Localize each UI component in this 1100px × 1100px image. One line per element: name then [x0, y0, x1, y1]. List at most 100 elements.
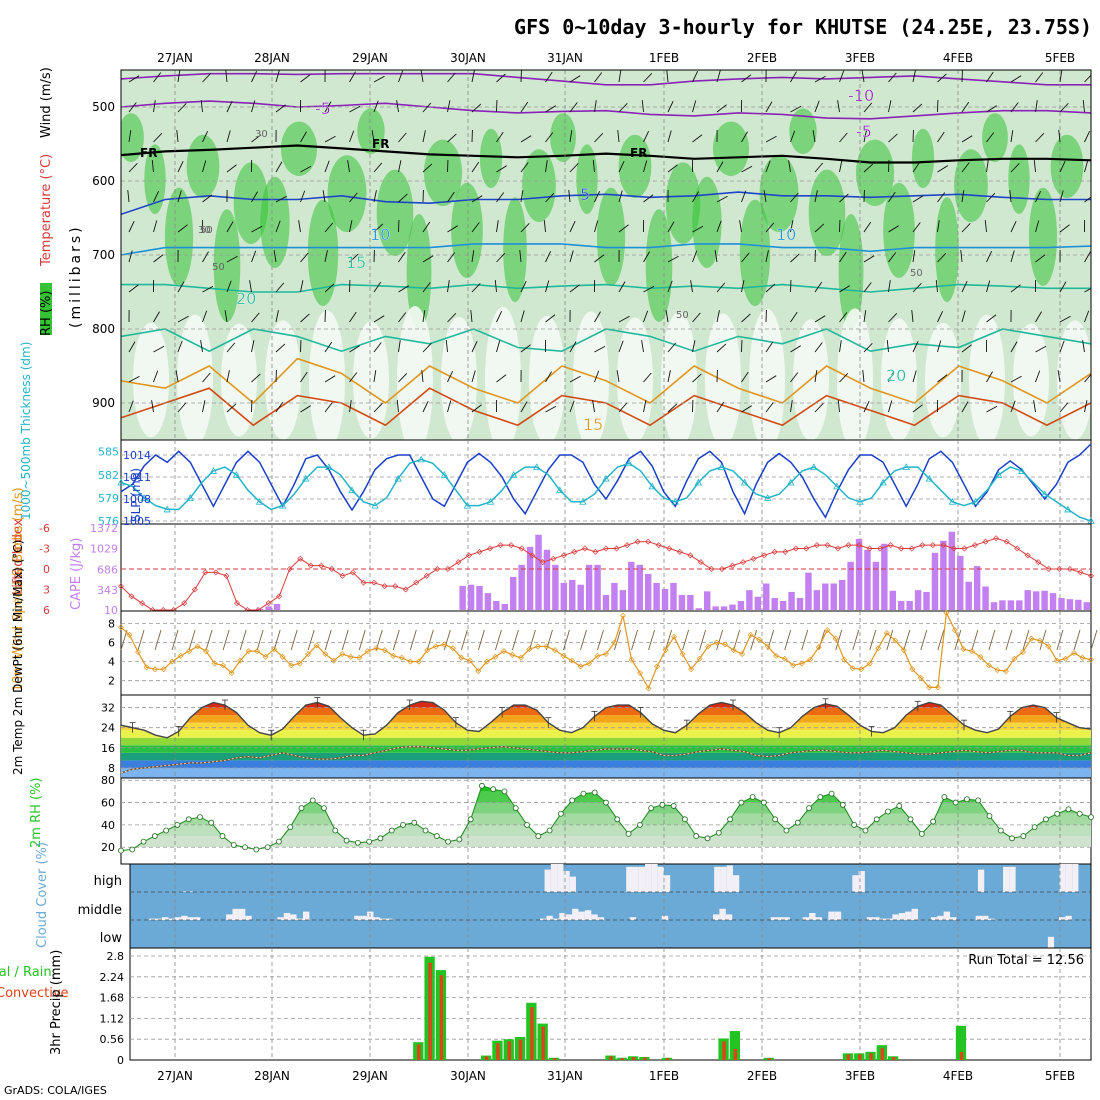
wind-barb: [641, 100, 644, 113]
wind-barb: [863, 130, 867, 143]
rh-moist-area: [376, 169, 414, 256]
wind-barb: [986, 371, 993, 383]
thickness-point: [533, 463, 541, 470]
wind-barb: [1033, 400, 1036, 413]
wind-barb: [839, 193, 849, 203]
rh-dry-area: [661, 312, 697, 440]
cape-bar: [948, 531, 956, 610]
wind-speed-point: [773, 652, 780, 659]
cloud-level-middle: middle: [78, 903, 122, 918]
wind-speed-point: [585, 660, 592, 667]
thickness-point: [209, 467, 218, 474]
lifted-index-point: [771, 548, 778, 555]
thickness-point: [348, 486, 356, 494]
wind-barb: [986, 132, 995, 143]
wind-barb: [986, 160, 989, 173]
rh-2m-point: [264, 844, 271, 851]
wind-barb: [373, 281, 382, 293]
wind-barb-10m: [1039, 629, 1047, 651]
lifted-index-point: [813, 542, 820, 549]
wind-barb: [471, 250, 475, 263]
thickness-tick-576: 576: [98, 515, 119, 528]
wind-barb-10m: [273, 629, 281, 651]
cape-label: CAPE (J/kg): [69, 538, 84, 610]
wind-barb: [347, 160, 350, 173]
thickness-point: [394, 474, 402, 482]
rh-moist-area: [186, 134, 220, 198]
bottom-date-3FEB: 3FEB: [845, 1069, 875, 1083]
cloud-middle-bar: [296, 918, 303, 920]
rh-band: [121, 802, 1091, 814]
cloud-middle-bar: [713, 914, 720, 920]
cloud-middle-bar: [815, 917, 822, 920]
lifted-index-point: [792, 545, 799, 552]
cloud-high-bar: [1065, 864, 1073, 892]
wind-barb: [422, 221, 431, 233]
precip-total-bar: [729, 1031, 741, 1060]
cape-bar: [779, 600, 787, 610]
wind-barb: [224, 310, 228, 323]
lifted-index-point: [465, 552, 472, 559]
wind-barb: [520, 401, 528, 413]
rh-moist-area: [307, 199, 339, 306]
wind-barb: [1035, 345, 1047, 353]
lifted-index-point: [1056, 566, 1063, 572]
lifted-index-point: [233, 600, 240, 607]
wind-barb: [153, 190, 160, 203]
wind-barb: [692, 340, 696, 353]
rh-2m-point: [479, 782, 485, 789]
wind-barb: [888, 100, 892, 113]
wind-barb: [961, 223, 971, 233]
cape-bar: [1041, 590, 1048, 610]
wind-barb: [153, 345, 165, 353]
precip-convective-label: Convective: [0, 986, 69, 1001]
wind-barb: [984, 220, 987, 233]
rh-2m-point: [636, 822, 643, 828]
wind-speed-point: [152, 666, 159, 673]
cloud-middle-bar: [943, 911, 951, 920]
wind-barb: [520, 310, 525, 323]
wind-barb-10m: [341, 629, 349, 651]
wind-speed-point: [739, 650, 746, 657]
wind-speed-point: [169, 658, 176, 665]
cloud-high-bar: [569, 876, 576, 892]
wind-barb: [961, 135, 973, 143]
wind-barb: [1010, 375, 1022, 383]
wind-barb: [1084, 251, 1091, 263]
wind-speed-point: [415, 658, 422, 665]
lifted-index-point: [613, 545, 620, 552]
bottom-date-5FEB: 5FEB: [1045, 1069, 1075, 1083]
wind-barb: [471, 222, 480, 233]
rh-2m-point: [828, 790, 835, 797]
wind-barb: [863, 400, 870, 413]
cloud-middle-bar: [777, 917, 784, 920]
wind-barb: [568, 190, 571, 203]
rh-moist-area: [550, 113, 576, 162]
temp-band: [121, 767, 1091, 778]
rh-2m-point: [411, 819, 418, 826]
wind-barb: [471, 103, 482, 113]
precip-tick-1.68: 1.68: [100, 992, 125, 1005]
lifted-index-point: [1077, 569, 1084, 576]
wind-speed-point: [696, 655, 703, 662]
cloud-middle-bar: [181, 915, 188, 920]
rh-contour-label: 50: [676, 310, 689, 321]
wind-barb: [814, 370, 818, 383]
wind-barb: [716, 195, 728, 203]
wind-speed-point: [288, 662, 295, 669]
cape-bar: [1007, 600, 1015, 610]
rh-moist-area: [1050, 134, 1084, 198]
wind-barb: [373, 403, 383, 413]
wind-speed-point: [449, 645, 456, 652]
rh-2m-point: [219, 833, 226, 839]
wind-barb: [765, 250, 769, 263]
wind-barb: [447, 313, 457, 323]
rh-2m-point: [806, 805, 812, 812]
rh-2m-point: [377, 835, 384, 842]
wind-barb: [667, 255, 679, 263]
cape-bar: [653, 582, 660, 610]
cape-bar: [822, 583, 829, 610]
wind-barb: [692, 191, 699, 203]
wind-speed-point: [628, 656, 635, 663]
wind-barb: [961, 401, 969, 413]
